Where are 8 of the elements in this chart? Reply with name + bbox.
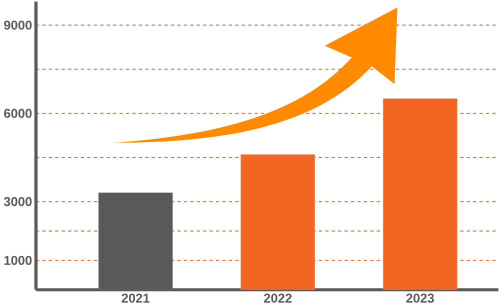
x-tick-label: 2023 — [406, 293, 434, 303]
x-tick-label: 2022 — [264, 293, 292, 303]
bar — [382, 98, 458, 290]
y-tick-label: 6000 — [4, 108, 32, 118]
x-tick-label: 2021 — [122, 293, 150, 303]
y-tick-label: 1000 — [4, 256, 32, 265]
y-tick-label: 9000 — [4, 20, 32, 30]
y-tick-label: 3000 — [4, 196, 32, 206]
